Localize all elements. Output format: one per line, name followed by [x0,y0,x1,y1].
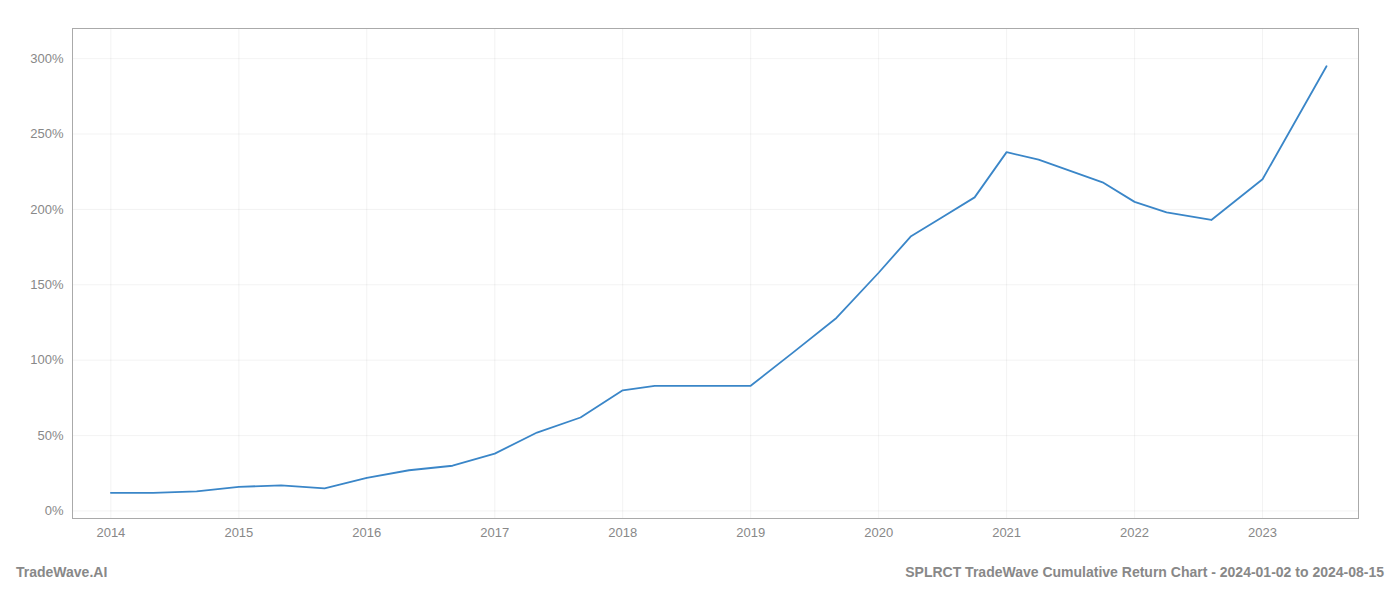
svg-text:0%: 0% [45,503,64,518]
svg-text:2019: 2019 [736,525,765,540]
svg-text:2014: 2014 [96,525,125,540]
svg-text:100%: 100% [30,352,64,367]
html-text:TradeWave.AI: TradeWave.AI [16,564,108,580]
svg-text:2021: 2021 [992,525,1021,540]
svg-text:2023: 2023 [1248,525,1277,540]
svg-text:2018: 2018 [608,525,637,540]
svg-text:300%: 300% [30,51,64,66]
svg-text:2020: 2020 [864,525,893,540]
svg-text:50%: 50% [37,428,63,443]
svg-text:2016: 2016 [352,525,381,540]
svg-text:200%: 200% [30,202,64,217]
svg-text:150%: 150% [30,277,64,292]
svg-text:2015: 2015 [224,525,253,540]
svg-text:2017: 2017 [480,525,509,540]
svg-text:2022: 2022 [1120,525,1149,540]
svg-text:250%: 250% [30,126,64,141]
html-text:SPLRCT TradeWave Cumulative Re: SPLRCT TradeWave Cumulative Return Chart… [905,564,1384,580]
